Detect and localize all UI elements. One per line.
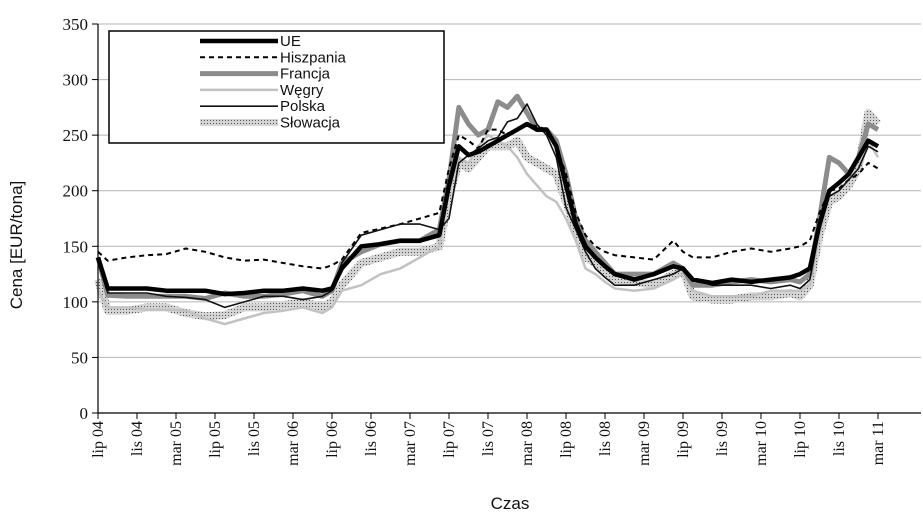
y-tick-label: 150: [63, 237, 89, 256]
x-tick-label: lip 10: [792, 421, 809, 458]
series-line-polska: [97, 103, 879, 309]
x-tick-label: mar 07: [402, 421, 419, 466]
y-axis-label: Cena [EUR/tona]: [7, 181, 26, 310]
legend-label-ue: UE: [280, 33, 301, 50]
x-tick-label: lis 04: [129, 421, 146, 456]
x-tick-label: mar 05: [168, 421, 185, 466]
x-tick-label: mar 09: [636, 421, 653, 466]
x-tick-label: lis 10: [831, 421, 848, 456]
series-layer: [94, 93, 882, 326]
axes: [92, 23, 921, 419]
x-tick-label: lis 05: [246, 421, 263, 456]
x-tick-label: lip 04: [90, 421, 107, 458]
x-tick-label: mar 11: [870, 421, 887, 465]
y-tick-label: 100: [63, 293, 89, 312]
x-tick-label: lis 09: [714, 421, 731, 456]
x-axis-label: Czas: [491, 494, 530, 513]
y-tick-labels: 0 50 100 150 200 250 300 350: [63, 15, 89, 423]
legend-label-francja: Francja: [280, 66, 331, 83]
series-line-ue: [95, 121, 880, 297]
x-tick-label: lis 07: [480, 421, 497, 456]
y-tick-label: 300: [63, 71, 89, 90]
x-tick-labels: lip 04 lis 04 mar 05 lip 05 lis 05 mar 06 lip …: [90, 421, 887, 466]
legend-box: [108, 30, 445, 144]
series-line-slowacja: [94, 108, 882, 321]
x-tick-label: lip 06: [324, 421, 341, 458]
series-line-wegry: [96, 133, 880, 326]
y-tick-label: 200: [63, 182, 89, 201]
y-tick-label: 50: [71, 348, 88, 367]
y-tick-label: 0: [80, 404, 89, 423]
legend-label-hiszpania: Hiszpania: [280, 49, 347, 66]
x-tick-label: lip 09: [675, 421, 692, 458]
x-tick-label: mar 08: [519, 421, 536, 466]
x-tick-label: lis 06: [363, 421, 380, 456]
x-tick-label: mar 10: [753, 421, 770, 466]
x-tick-label: lip 08: [558, 421, 575, 458]
x-tick-label: lip 05: [207, 421, 224, 458]
y-tick-label: 250: [63, 126, 89, 145]
legend-label-slowacja: Słowacja: [280, 115, 341, 132]
x-tick-label: mar 06: [285, 421, 302, 466]
x-tick-label: lip 07: [441, 421, 458, 458]
legend-label-wegry: Węgry: [280, 82, 324, 99]
legend-label-polska: Polska: [280, 98, 326, 115]
y-tick-label: 350: [63, 15, 89, 34]
x-tick-label: lis 08: [597, 421, 614, 456]
